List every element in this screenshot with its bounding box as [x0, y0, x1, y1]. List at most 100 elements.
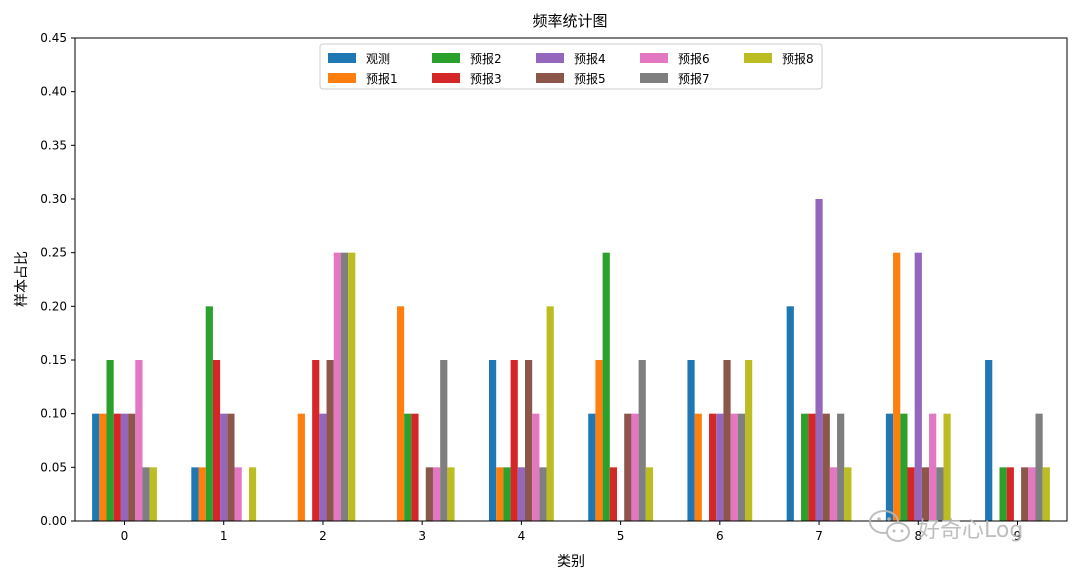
bar-6-预报3 [709, 413, 717, 521]
x-axis: 0 1 2 3 4 5 6 7 8 9 [121, 521, 1022, 543]
bar-8-预报5 [921, 467, 930, 521]
bars-layer [92, 199, 1050, 522]
bar-7-观测 [786, 306, 794, 521]
bar-4-预报4 [517, 467, 525, 521]
legend-swatch-预报8 [744, 53, 772, 63]
bar-7-预报5 [822, 413, 830, 521]
bar-0-预报2 [106, 360, 114, 521]
x-tick-label: 0 [121, 529, 129, 543]
legend-swatch-预报3 [432, 73, 460, 83]
bar-9-预报8 [1042, 467, 1050, 521]
legend-label: 预报6 [678, 51, 710, 66]
bar-3-预报1 [396, 306, 405, 521]
y-tick-label: 0.45 [40, 31, 67, 45]
bar-0-预报3 [113, 413, 121, 521]
bar-1-预报3 [212, 360, 221, 521]
bar-3-预报5 [425, 467, 433, 521]
legend-label: 预报3 [470, 71, 502, 86]
legend-swatch-预报5 [536, 73, 564, 83]
y-tick-label: 0.00 [40, 514, 67, 528]
bar-9-预报6 [1028, 467, 1036, 521]
bar-0-预报7 [142, 467, 150, 521]
bar-2-预报7 [340, 252, 349, 522]
bar-5-预报6 [631, 413, 639, 521]
bar-1-预报8 [248, 467, 257, 521]
legend-label: 预报5 [574, 71, 606, 86]
bar-0-预报8 [149, 467, 157, 521]
bar-3-预报6 [432, 467, 441, 521]
bar-4-预报8 [546, 306, 554, 521]
bar-9-预报2 [999, 467, 1007, 521]
bar-2-预报8 [348, 252, 356, 522]
bar-8-预报2 [900, 413, 908, 521]
bar-6-预报4 [716, 413, 724, 521]
bar-5-预报2 [602, 252, 610, 522]
y-tick-label: 0.40 [40, 85, 67, 99]
legend-label: 预报2 [470, 51, 502, 66]
x-axis-title: 类别 [557, 554, 585, 570]
bar-0-预报5 [128, 413, 136, 521]
bar-2-预报6 [333, 252, 341, 522]
bar-3-预报8 [447, 467, 455, 521]
watermark-text: 好奇心Log [918, 518, 1023, 543]
bar-2-预报3 [312, 360, 320, 521]
bar-8-预报1 [893, 252, 901, 522]
legend-label: 预报8 [782, 51, 814, 66]
bar-5-预报7 [638, 360, 646, 521]
legend-swatch-预报4 [536, 53, 564, 63]
bar-7-预报2 [801, 413, 809, 521]
watermark: 好奇心Log [869, 510, 1023, 543]
y-axis-title: 样本占比 [14, 251, 30, 307]
x-tick-label: 8 [914, 529, 922, 543]
x-tick-label: 4 [518, 529, 526, 543]
chart-title: 频率统计图 [532, 12, 607, 30]
bar-1-预报2 [205, 306, 213, 521]
bar-2-预报5 [326, 360, 334, 521]
bar-8-观测 [885, 413, 894, 521]
bar-4-预报3 [510, 360, 518, 521]
bar-1-预报6 [234, 467, 242, 521]
bar-3-预报7 [440, 360, 448, 521]
y-tick-label: 0.35 [40, 138, 67, 152]
bar-9-预报3 [1006, 467, 1014, 521]
bar-4-观测 [488, 360, 497, 521]
bar-7-预报3 [808, 413, 816, 521]
bar-2-预报1 [297, 413, 305, 521]
x-tick-label: 5 [617, 529, 625, 543]
x-tick-label: 1 [220, 529, 228, 543]
bar-9-预报5 [1021, 467, 1029, 521]
bar-8-预报7 [936, 467, 944, 521]
bar-4-预报1 [496, 467, 504, 521]
bar-0-预报1 [99, 413, 107, 521]
x-tick-label: 2 [319, 529, 327, 543]
bar-6-预报7 [737, 413, 746, 521]
x-tick-label: 3 [418, 529, 426, 543]
bar-4-预报7 [539, 467, 547, 521]
y-tick-label: 0.30 [40, 192, 67, 206]
bar-5-预报8 [645, 467, 654, 521]
legend-label: 预报4 [574, 51, 606, 66]
legend-swatch-观测 [328, 53, 356, 63]
bar-9-预报7 [1035, 413, 1043, 521]
y-axis: 0.00 0.05 0.10 0.15 0.20 0.25 0.30 0.35 0.40 0.45 [40, 31, 75, 528]
bar-7-预报4 [815, 199, 823, 521]
bar-5-预报5 [624, 413, 632, 521]
legend-swatch-预报6 [640, 53, 668, 63]
bar-0-预报4 [120, 413, 129, 521]
y-tick-label: 0.05 [40, 460, 67, 474]
bar-1-预报4 [220, 413, 228, 521]
y-tick-label: 0.20 [40, 299, 67, 313]
y-tick-label: 0.10 [40, 407, 67, 421]
bar-6-预报5 [723, 360, 731, 521]
bar-6-预报6 [730, 413, 738, 521]
bar-2-预报4 [319, 413, 327, 521]
bar-6-预报8 [745, 360, 753, 521]
bar-5-预报3 [609, 467, 618, 521]
bar-4-预报5 [524, 360, 533, 521]
x-tick-label: 9 [1014, 529, 1022, 543]
y-tick-label: 0.25 [40, 246, 67, 260]
bar-9-观测 [985, 360, 993, 521]
bar-3-预报3 [411, 413, 419, 521]
